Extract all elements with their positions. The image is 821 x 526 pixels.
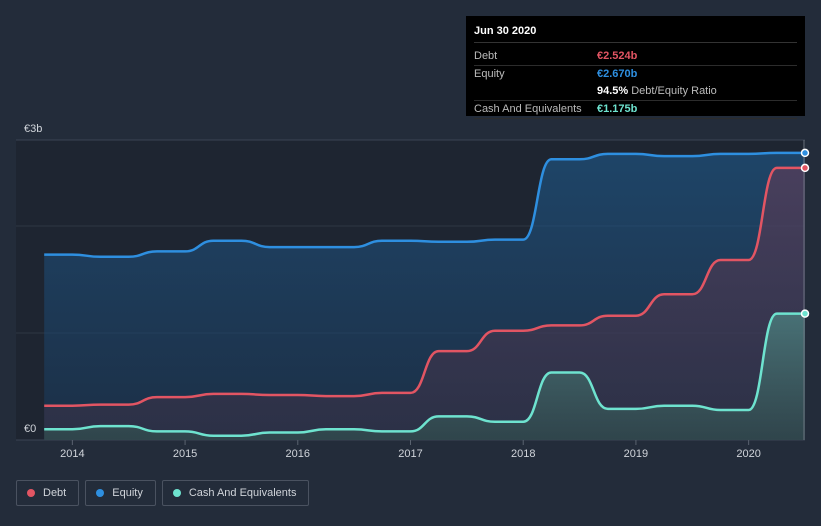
tooltip-row-cash: Cash And Equivalents €1.175b bbox=[474, 101, 797, 119]
tooltip-debt-label: Debt bbox=[474, 50, 498, 62]
legend-item-equity[interactable]: Equity bbox=[85, 480, 156, 506]
equity-line bbox=[44, 151, 805, 259]
tooltip-debt-value: €2.524b bbox=[597, 50, 638, 62]
tooltip-ratio-value: 94.5% bbox=[597, 85, 629, 97]
tooltip-row-equity: Equity €2.670b bbox=[474, 66, 797, 83]
debt-area bbox=[44, 167, 805, 440]
x-axis: 2014 2015 2016 2017 2018 2019 2020 bbox=[60, 440, 761, 460]
x-tick-label-2017: 2017 bbox=[398, 448, 422, 460]
tooltip-cash-value: €1.175b bbox=[597, 103, 638, 115]
x-tick-label-2018: 2018 bbox=[511, 448, 535, 460]
debt-end-marker bbox=[800, 163, 810, 173]
y-tick-label-zero: €0 bbox=[24, 423, 36, 435]
tooltip-equity-value: €2.670b bbox=[597, 68, 638, 80]
tooltip-cash-label: Cash And Equivalents bbox=[474, 103, 582, 115]
legend-item-debt[interactable]: Debt bbox=[16, 480, 80, 506]
equity-end-marker bbox=[800, 148, 810, 158]
x-tick-label-2015: 2015 bbox=[173, 448, 197, 460]
legend-item-cash[interactable]: Cash And Equivalents bbox=[161, 480, 310, 506]
x-tick-label-2019: 2019 bbox=[624, 448, 648, 460]
tooltip-ratio-label: Debt/Equity Ratio bbox=[631, 85, 717, 97]
legend-label-debt: Debt bbox=[43, 487, 67, 499]
equity-dot-icon bbox=[96, 489, 105, 497]
legend-label-cash: Cash And Equivalents bbox=[188, 487, 297, 499]
legend-label-equity: Equity bbox=[112, 487, 143, 499]
cash-end-marker bbox=[800, 309, 810, 318]
tooltip-equity-label: Equity bbox=[474, 68, 505, 80]
cash-area bbox=[44, 313, 805, 440]
tooltip-row-ratio: 94.5% Debt/Equity Ratio bbox=[474, 83, 797, 101]
tooltip-date: Jun 30 2020 bbox=[474, 24, 797, 43]
cash-line bbox=[44, 312, 805, 437]
tooltip-row-debt: Debt €2.524b bbox=[474, 48, 797, 66]
y-tick-label-top: €3b bbox=[24, 123, 42, 135]
x-tick-label-2016: 2016 bbox=[286, 448, 310, 460]
x-tick-label-2014: 2014 bbox=[60, 448, 84, 460]
x-tick-label-2020: 2020 bbox=[736, 448, 760, 460]
data-tooltip: Jun 30 2020 Debt €2.524b Equity €2.670b … bbox=[466, 16, 805, 119]
debt-line bbox=[44, 166, 805, 407]
chart-legend: Debt Equity Cash And Equivalents bbox=[16, 480, 310, 506]
cash-dot-icon bbox=[172, 489, 181, 497]
debt-dot-icon bbox=[27, 489, 35, 497]
